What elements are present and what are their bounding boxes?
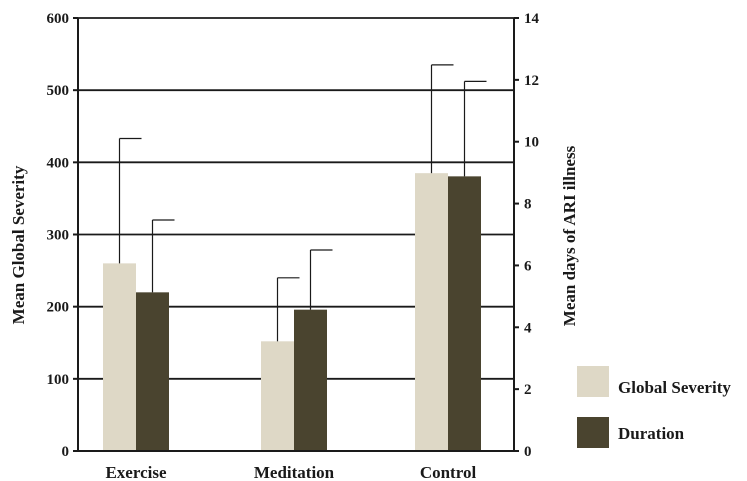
legend-label-duration: Duration	[618, 424, 685, 443]
right-tick-label: 12	[524, 73, 539, 89]
category-label: Control	[420, 463, 477, 481]
right-tick-label: 8	[524, 197, 532, 213]
bar-duration	[136, 292, 169, 451]
left-tick-label: 300	[47, 228, 70, 244]
right-tick-label: 10	[524, 135, 539, 151]
left-tick-label: 100	[47, 372, 70, 388]
bar-duration	[448, 176, 481, 451]
bar-global-severity	[415, 173, 448, 452]
right-tick-label: 4	[524, 320, 532, 336]
left-tick-label: 500	[47, 83, 70, 99]
left-tick-label: 600	[47, 11, 70, 27]
category-label: Exercise	[105, 463, 167, 481]
legend-label-global-severity: Global Severity	[618, 378, 731, 397]
left-tick-labels: 0 100 200 300 400 500 600	[47, 11, 78, 460]
left-tick-label: 0	[62, 444, 70, 460]
y2-axis-title: Mean days of ARI illness	[560, 145, 579, 326]
right-tick-labels: 0 2 4 6 8 10 12 14	[514, 11, 540, 460]
bar-global-severity	[103, 263, 136, 451]
right-tick-label: 14	[524, 11, 540, 27]
bar-global-severity	[261, 341, 294, 451]
right-tick-label: 6	[524, 258, 532, 274]
bars	[103, 173, 481, 452]
bar-duration	[294, 309, 327, 451]
y-axis-title: Mean Global Severity	[9, 165, 28, 324]
left-tick-label: 400	[47, 155, 70, 171]
legend: Global Severity Duration	[577, 366, 731, 448]
error-bars	[118, 64, 487, 342]
category-label: Meditation	[254, 463, 335, 481]
right-tick-label: 2	[524, 382, 532, 398]
right-tick-label: 0	[524, 444, 532, 460]
left-tick-label: 200	[47, 300, 70, 316]
category-labels: Exercise Meditation Control	[105, 463, 476, 481]
legend-swatch-duration	[577, 417, 609, 448]
legend-swatch-global-severity	[577, 366, 609, 397]
